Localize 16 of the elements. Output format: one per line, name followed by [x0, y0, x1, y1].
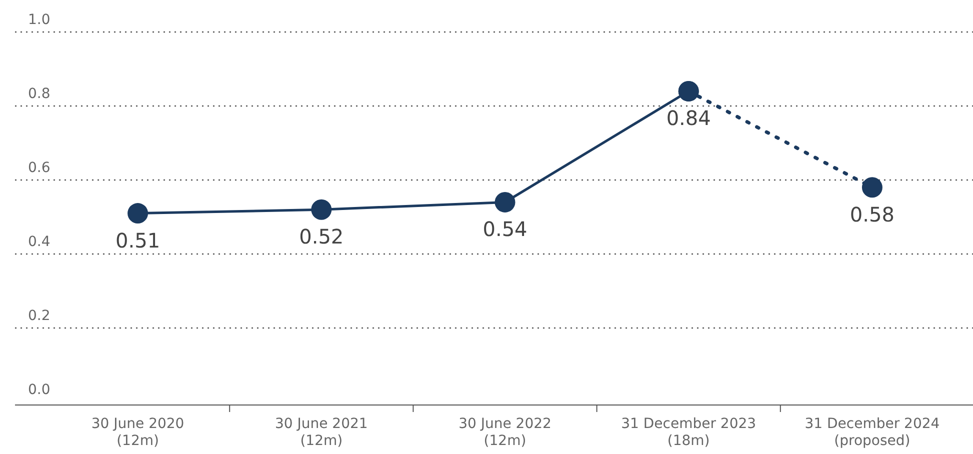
y-tick-label: 0.2 [28, 308, 50, 324]
data-label: 0.52 [299, 224, 344, 249]
y-tick-label: 0.6 [28, 160, 50, 176]
data-label: 0.54 [482, 217, 528, 242]
x-tick-label: 30 June 2022 (12m) [458, 416, 552, 449]
x-tick-label: 31 December 2023 (18m) [621, 416, 756, 449]
data-label: 0.51 [116, 228, 160, 252]
y-tick-label: 0.8 [28, 86, 50, 102]
y-tick-label: 0.4 [28, 234, 50, 250]
x-tick-label: 30 June 2020 (12m) [91, 416, 184, 449]
x-tick-label: 30 June 2021 (12m) [274, 416, 368, 449]
data-label: 0.58 [850, 202, 894, 226]
data-label: 0.84 [666, 106, 711, 130]
y-tick-label: 1.0 [28, 12, 50, 28]
y-tick-label: 0.0 [28, 382, 50, 398]
x-tick-label: 31 December 2024 (proposed) [804, 416, 940, 449]
